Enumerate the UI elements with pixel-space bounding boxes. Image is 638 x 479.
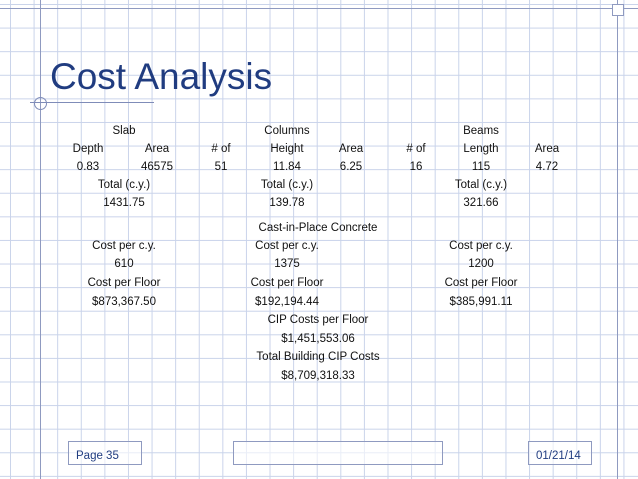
slab-total-label: Total (c.y.) [97,179,151,191]
right-margin-line [617,0,618,479]
cip-floor-value: $1,451,553.06 [281,333,355,345]
column-height-label: Height [270,143,304,155]
column-height-value: 11.84 [273,161,301,173]
beam-length-value: 115 [471,161,491,173]
beam-total-value: 321.66 [463,197,499,209]
beam-total-label: Total (c.y.) [454,179,508,191]
column-cost-cy-label: Cost per c.y. [255,240,319,252]
title-bullet-circle [34,97,47,110]
column-total-label: Total (c.y.) [260,179,314,191]
corner-square [612,4,624,16]
beam-area-value: 4.72 [535,161,559,173]
slab-cost-cy-value: 610 [114,258,134,270]
slab-depth-label: Depth [72,143,104,155]
column-cost-floor-label: Cost per Floor [250,277,324,289]
beam-count-label: # of [406,143,426,155]
column-cost-floor-value: $192,194.44 [255,296,319,308]
footer-date-box [528,441,592,465]
beams-header: Beams [463,125,499,137]
left-margin-line [40,0,41,479]
beam-count-value: 16 [409,161,423,173]
slab-cost-cy-label: Cost per c.y. [92,240,156,252]
beam-cost-cy-label: Cost per c.y. [449,240,513,252]
page-title: Cost Analysis [50,56,273,97]
column-area-label: Area [338,143,364,155]
beam-area-label: Area [534,143,560,155]
column-area-value: 6.25 [339,161,363,173]
columns-header: Columns [264,125,310,137]
cip-floor-label: CIP Costs per Floor [267,314,369,326]
footer-page-box [68,441,142,465]
beam-cost-cy-value: 1200 [468,258,494,270]
beam-length-label: Length [463,143,499,155]
beam-cost-floor-value: $385,991.11 [449,296,513,308]
cip-header: Cast-in-Place Concrete [258,222,378,234]
page-number: Page 35 [76,450,119,462]
slab-cost-floor-value: $873,367.50 [92,296,156,308]
slab-depth-value: 0.83 [76,161,100,173]
column-count-value: 51 [214,161,228,173]
cip-total-value: $8,709,318.33 [281,370,355,382]
slab-cost-floor-label: Cost per Floor [87,277,161,289]
slab-total-value: 1431.75 [103,197,145,209]
cip-total-label: Total Building CIP Costs [256,351,380,363]
column-count-label: # of [211,143,231,155]
footer-center-box [233,441,443,465]
column-total-value: 139.78 [269,197,305,209]
top-margin-line [0,8,638,9]
slab-header: Slab [112,125,136,137]
column-cost-cy-value: 1375 [274,258,300,270]
beam-cost-floor-label: Cost per Floor [444,277,518,289]
slab-area-value: 46575 [141,161,173,173]
slab-area-label: Area [144,143,170,155]
title-underline [30,102,154,103]
footer-date: 01/21/14 [536,450,581,462]
